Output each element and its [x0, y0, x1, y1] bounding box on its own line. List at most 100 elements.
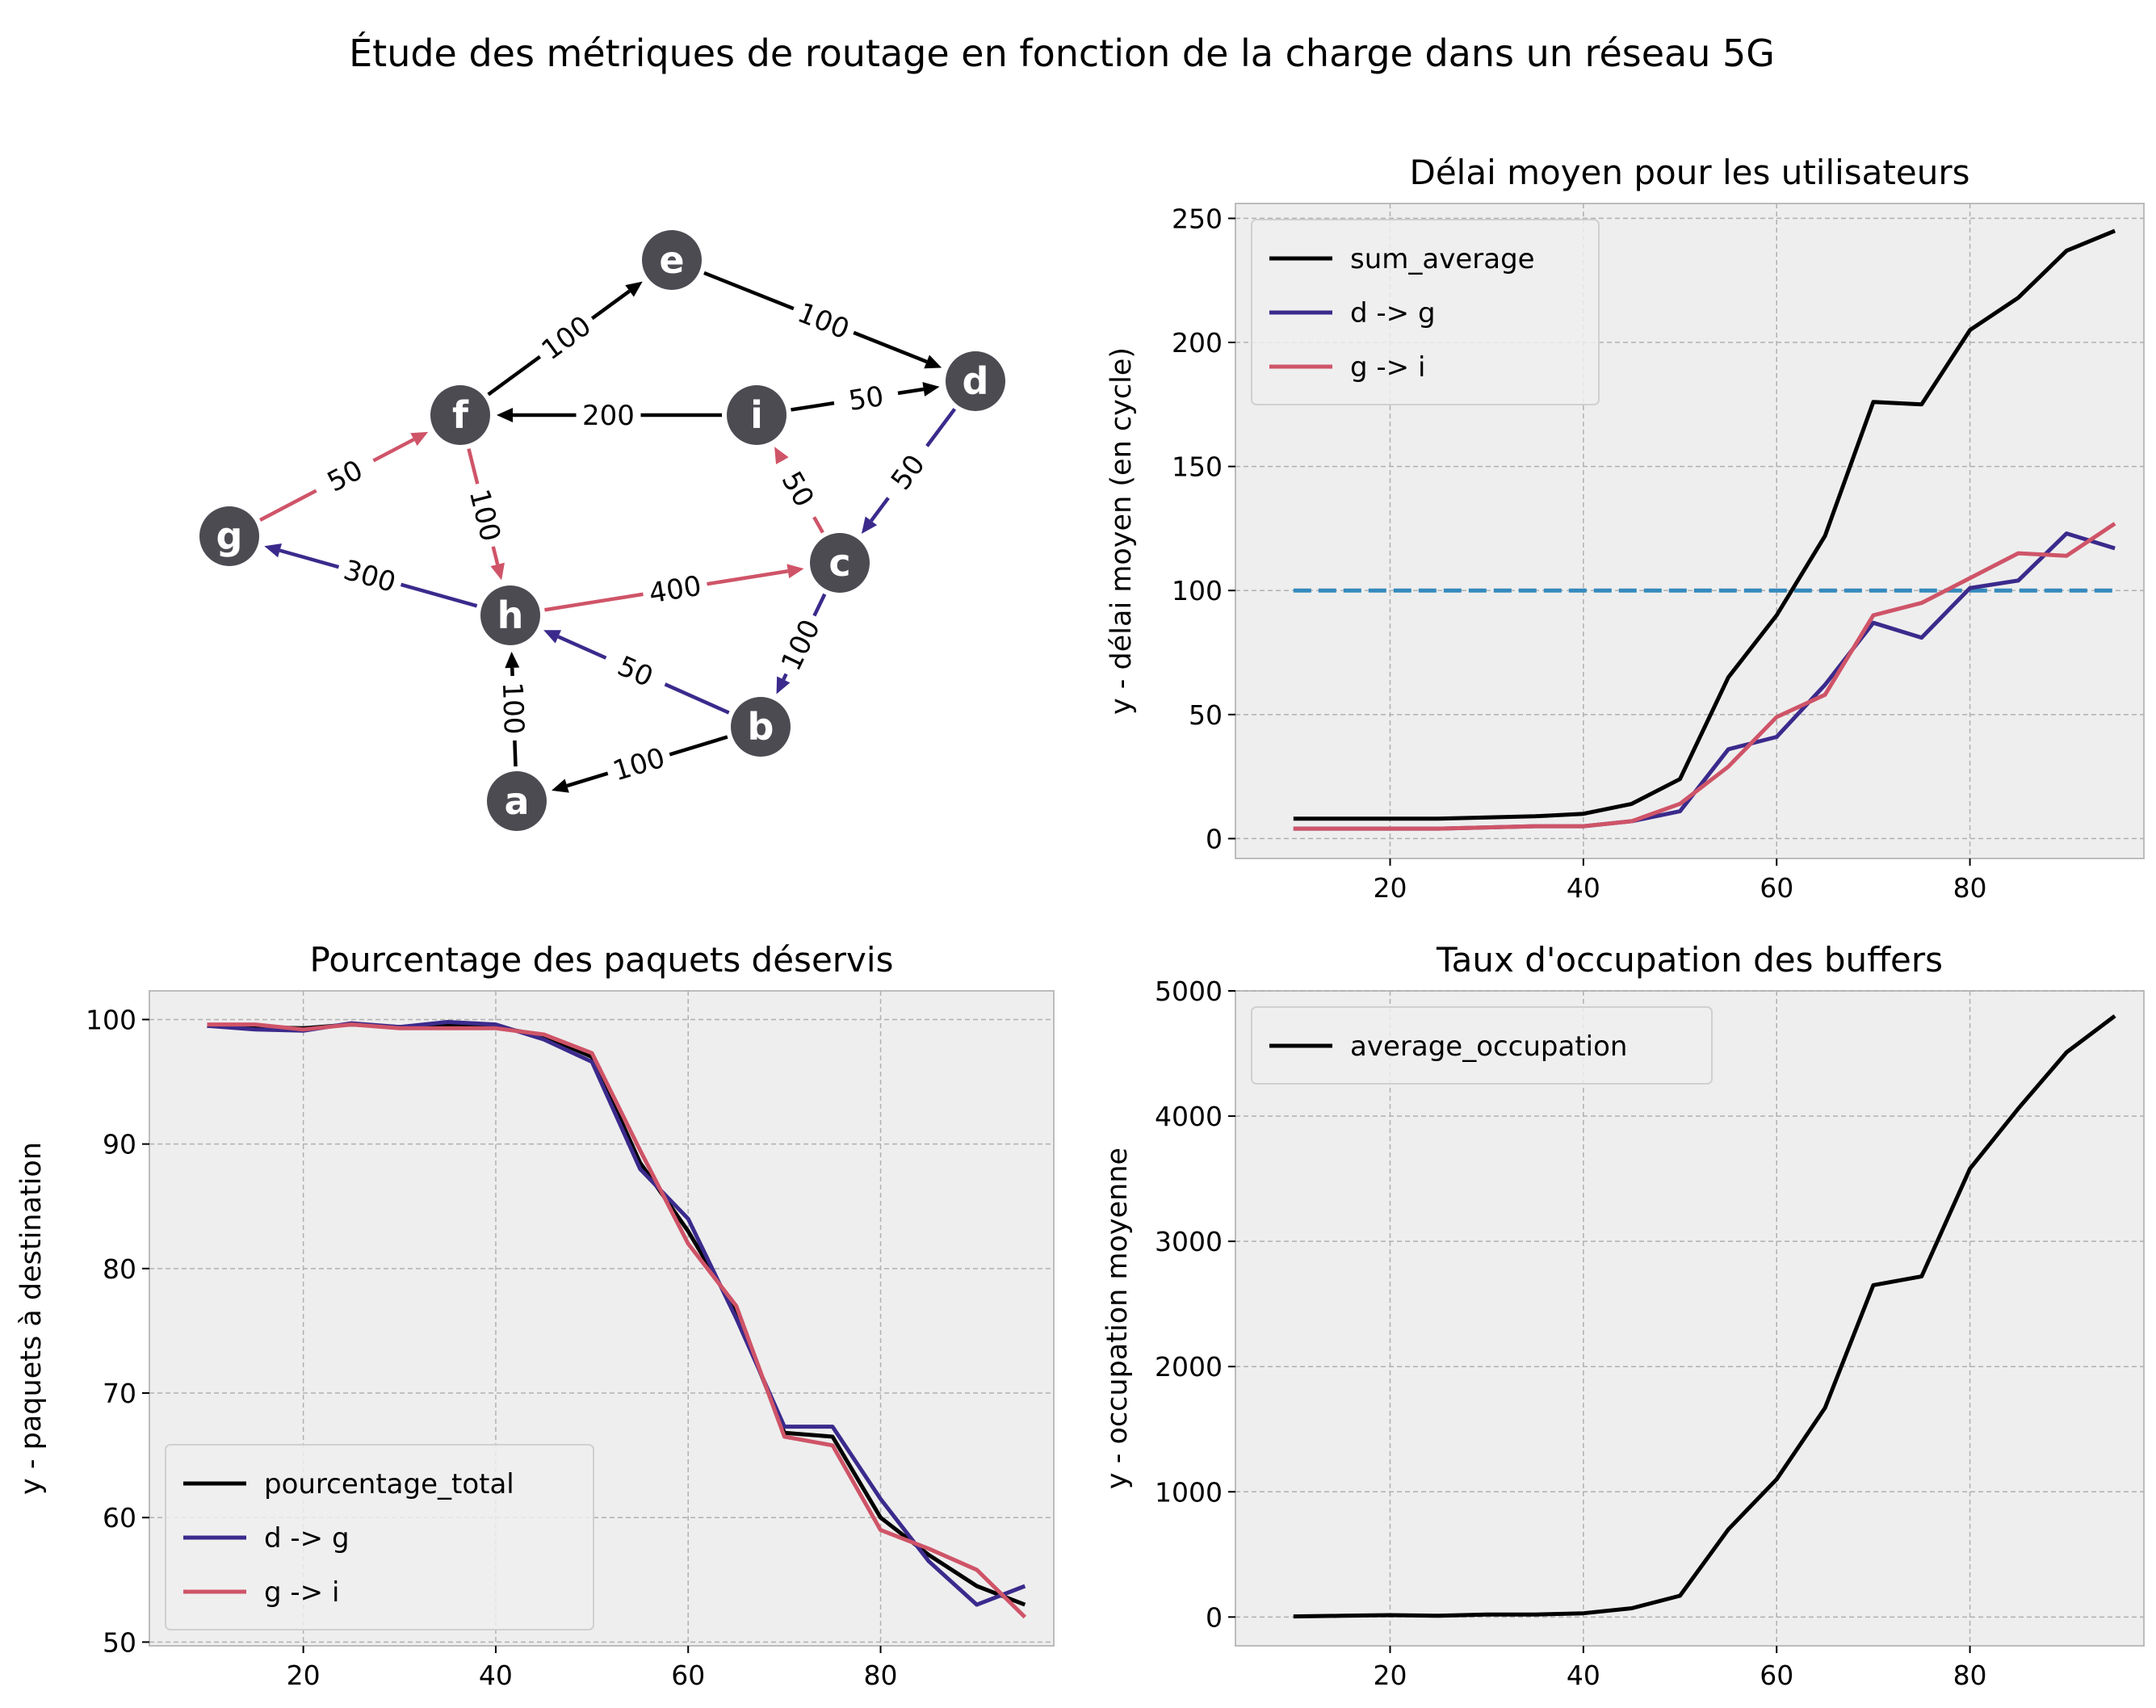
edge-arrowhead: [410, 431, 429, 447]
series-lines: [1293, 1014, 2116, 1619]
edge-label: 400: [647, 570, 703, 611]
y-tick-label: 0: [1206, 823, 1223, 854]
x-tick-label: 60: [671, 1660, 705, 1691]
legend-label: pourcentage_total: [264, 1468, 514, 1500]
ticks: 20 40 60 80 0 50 100 150 200 250: [1172, 203, 1987, 904]
x-tick-label: 40: [1567, 872, 1600, 904]
network-node-c: c: [810, 533, 870, 593]
x-tick-label: 20: [287, 1660, 321, 1691]
network-edge-h-g: 300: [264, 543, 478, 608]
edge-label-bg: [640, 568, 710, 611]
network-node-d: d: [946, 351, 1005, 411]
y-tick-label: 80: [103, 1253, 136, 1285]
edge-arrowhead: [786, 564, 804, 579]
network-node-h: h: [480, 585, 540, 645]
y-tick-label: 0: [1206, 1601, 1223, 1633]
network-edge-i-d: 50: [791, 377, 940, 419]
legend-box: [1251, 1006, 1713, 1085]
y-tick-label: 100: [1172, 575, 1223, 606]
y-tick-label: 90: [103, 1129, 136, 1160]
series-line-sum_average: [1293, 229, 2116, 821]
node-label: f: [452, 393, 469, 437]
y-tick-label: 3000: [1155, 1226, 1223, 1257]
edge-label-bg: [831, 377, 901, 419]
series-lines: [1293, 229, 2116, 831]
edge-label-bg: [496, 675, 531, 741]
network-node-i: i: [727, 385, 786, 445]
network-node-g: g: [199, 506, 259, 566]
network-node-f: f: [430, 385, 490, 445]
x-tick-label: 80: [1953, 872, 1987, 904]
chart-title: Délai moyen pour les utilisateurs: [1409, 153, 1969, 192]
edge-label-bg: [334, 551, 405, 601]
edge-arrowhead: [924, 355, 942, 369]
y-tick-label: 200: [1172, 327, 1223, 359]
network-edge-b-a: 100: [552, 735, 728, 793]
legend-label: g -> i: [1350, 351, 1425, 384]
network-node-b: b: [731, 697, 791, 757]
edge-label: 100: [463, 486, 507, 545]
chart-packets: 20 40 60 80 50 60 70 80 90 100 Pourcentage des paq…: [15, 940, 1055, 1691]
legend-label: average_occupation: [1350, 1030, 1627, 1063]
edge-arrowhead: [264, 543, 283, 558]
y-tick-label: 50: [1189, 699, 1223, 731]
series-line-g -> i: [1293, 522, 2116, 831]
x-tick-label: 60: [1760, 1660, 1793, 1691]
ticks: 20 40 60 80 0 1000 2000 3000 4000 5000: [1155, 976, 1987, 1691]
x-tick-label: 40: [1567, 1660, 1600, 1691]
network-edge-b-h: 50: [543, 630, 730, 715]
edge-label: 100: [793, 296, 854, 346]
node-label: g: [216, 514, 243, 558]
grid: [149, 991, 1054, 1646]
chart-title: Taux d'occupation des buffers: [1436, 940, 1943, 980]
edge-label-bg: [771, 608, 829, 682]
node-label: d: [963, 359, 989, 403]
edge-label: 300: [340, 554, 399, 599]
series-line-average_occupation: [1293, 1014, 2116, 1619]
legend-label: sum_average: [1350, 243, 1535, 275]
network-edge-d-c: 50: [861, 408, 957, 534]
node-circle: [642, 230, 702, 290]
figure-title: Étude des métriques de routage en foncti…: [349, 31, 1775, 75]
edge-label-bg: [787, 293, 860, 348]
plot-area: [1235, 990, 2145, 1647]
legend: average_occupation: [1251, 1006, 1713, 1085]
node-circle: [430, 385, 490, 445]
y-tick-label: 2000: [1155, 1351, 1223, 1383]
network-edge-h-c: 400: [544, 564, 804, 612]
edge-label: 50: [846, 380, 886, 418]
chart-title: Pourcentage des paquets déservis: [310, 940, 894, 980]
network-nodes: a b c d e f g h i: [199, 230, 1005, 831]
edge-label-bg: [875, 436, 940, 508]
edge-arrowhead: [922, 382, 940, 397]
edge-arrowhead: [861, 516, 878, 534]
edge-arrowhead: [505, 651, 520, 669]
edge-arrowhead: [490, 562, 505, 581]
node-circle: [480, 585, 540, 645]
y-tick-label: 250: [1172, 203, 1223, 234]
network-edge-c-b: 100: [771, 593, 829, 695]
x-tick-label: 80: [864, 1660, 898, 1691]
edge-label-bg: [576, 399, 641, 431]
edge-label: 200: [582, 400, 635, 432]
network-node-e: e: [642, 230, 702, 290]
network-edge-e-d: 100: [703, 271, 942, 369]
node-circle: [727, 385, 786, 445]
node-circle: [199, 506, 259, 566]
grid: [1235, 990, 2144, 1646]
network-edge-g-f: 50: [259, 431, 429, 522]
grid: [1235, 204, 2144, 858]
chart-delay: 20 40 60 80 0 50 100 150 200 250 Délai moyen pour …: [1105, 153, 2145, 904]
y-tick-label: 70: [103, 1378, 136, 1409]
node-circle: [946, 351, 1005, 411]
node-label: e: [659, 238, 684, 282]
node-label: b: [748, 705, 774, 749]
edge-label-bg: [768, 452, 828, 526]
x-tick-label: 20: [1373, 872, 1407, 904]
y-axis-label: y - paquets à destination: [15, 1142, 48, 1495]
